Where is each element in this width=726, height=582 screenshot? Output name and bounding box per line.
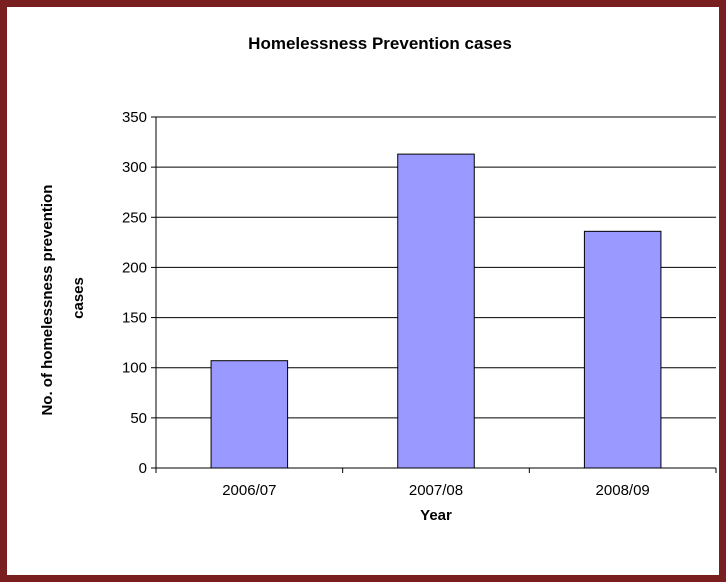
y-tick-label-300: 300	[122, 159, 147, 176]
axes	[151, 116, 717, 473]
y-tick-label-200: 200	[122, 259, 147, 276]
bar-2007-08	[397, 153, 475, 469]
y-tick-label-100: 100	[122, 360, 147, 377]
y-tick-labels: 0 50 100 150 200 250 300 350	[122, 109, 147, 477]
bars	[210, 153, 662, 469]
x-tick-label-2008-09: 2008/09	[596, 482, 650, 499]
chart-title: Homelessness Prevention cases	[248, 34, 512, 53]
x-tick-label-2006-07: 2006/07	[222, 482, 276, 499]
y-tick-label-250: 250	[122, 209, 147, 226]
y-axis-title: No. of homelessness prevention cases	[39, 180, 87, 415]
bar-2006-07	[210, 360, 289, 469]
y-axis-title-line-1: No. of homelessness prevention	[39, 185, 56, 416]
y-tick-label-0: 0	[139, 460, 147, 477]
bar-2008-09	[583, 230, 662, 469]
x-tick-labels: 2006/07 2007/08 2008/09	[222, 482, 650, 499]
x-axis-title: Year	[420, 507, 452, 524]
y-tick-label-150: 150	[122, 310, 147, 327]
y-tick-label-50: 50	[130, 410, 147, 427]
y-axis-title-line-2: cases	[70, 277, 87, 319]
x-tick-label-2007-08: 2007/08	[409, 482, 463, 499]
y-tick-label-350: 350	[122, 109, 147, 126]
